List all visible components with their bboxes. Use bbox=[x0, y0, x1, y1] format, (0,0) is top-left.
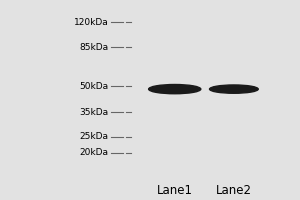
Text: 35kDa: 35kDa bbox=[79, 108, 108, 117]
Text: 50kDa: 50kDa bbox=[79, 82, 108, 91]
Ellipse shape bbox=[209, 85, 258, 93]
Text: 120kDa: 120kDa bbox=[74, 18, 108, 27]
Text: 20kDa: 20kDa bbox=[80, 148, 108, 157]
Text: 25kDa: 25kDa bbox=[80, 132, 108, 141]
Text: Lane1: Lane1 bbox=[157, 184, 193, 197]
Text: 85kDa: 85kDa bbox=[79, 43, 108, 52]
Ellipse shape bbox=[148, 84, 201, 94]
Text: Lane2: Lane2 bbox=[216, 184, 252, 197]
